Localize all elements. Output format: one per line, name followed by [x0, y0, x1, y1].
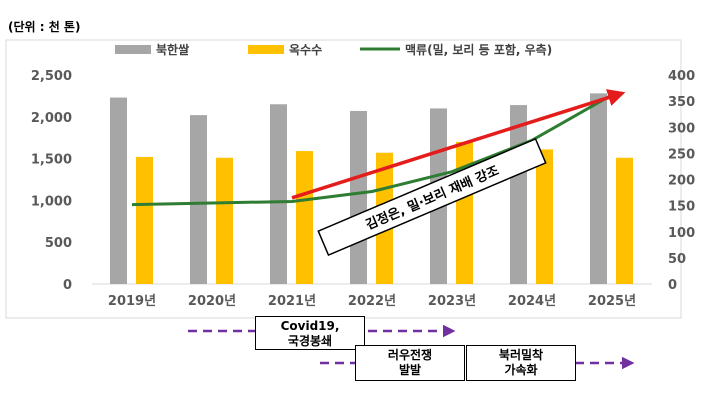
bar-rice: [110, 97, 127, 285]
y-left-tick-label: 2,000: [31, 111, 72, 126]
x-tick-label: 2021년: [268, 294, 316, 309]
y-left-axis: 0 500 1,000 1,500 2,000 2,500: [31, 69, 72, 293]
y-right-tick-label: 300: [668, 121, 695, 136]
y-right-tick-label: 0: [668, 278, 677, 293]
legend-label: 맥류(밀, 보리 등 포함, 우측): [405, 42, 552, 57]
y-right-axis: 0 50 100 150 200 250 300 350 400: [668, 69, 695, 293]
y-right-tick-label: 200: [668, 174, 695, 189]
unit-label: (단위 : 천 톤): [8, 19, 80, 34]
x-tick-label: 2019년: [108, 294, 156, 309]
x-tick-label: 2025년: [588, 294, 636, 309]
x-tick-label: 2022년: [348, 294, 396, 309]
x-tick-label: 2020년: [188, 294, 236, 309]
bars: [110, 93, 633, 285]
y-left-tick-label: 1,000: [31, 194, 72, 209]
bar-corn: [536, 149, 553, 284]
y-right-tick-label: 100: [668, 226, 695, 241]
legend-label: 북한쌀: [156, 42, 189, 57]
bar-corn: [136, 156, 153, 284]
y-right-tick-label: 400: [668, 69, 695, 84]
x-axis: 2019년 2020년 2021년 2022년 2023년 2024년 2025년: [108, 294, 636, 309]
y-left-tick-label: 0: [63, 278, 72, 293]
trend-label-frame: [317, 137, 547, 257]
x-tick-label: 2023년: [428, 294, 476, 309]
legend-swatch: [248, 45, 284, 54]
bar-rice: [510, 105, 527, 284]
bar-corn: [296, 151, 313, 284]
event-box-nk-russia: 북러밀착 가속화: [466, 345, 576, 381]
chart-frame: [5, 39, 682, 319]
event-box-covid: Covid19, 국경봉쇄: [255, 316, 365, 350]
legend-label: 옥수수: [289, 42, 322, 57]
trend-arrow-line: [291, 89, 626, 200]
y-right-tick-label: 350: [668, 95, 695, 110]
y-left-tick-label: 1,500: [31, 153, 72, 168]
y-right-tick-label: 250: [668, 147, 695, 162]
y-left-tick-label: 500: [45, 236, 72, 251]
event-box-russia-ukraine: 러우전쟁 발발: [355, 345, 465, 381]
legend-swatch: [115, 45, 151, 54]
bar-rice: [270, 104, 287, 284]
bar-rice: [350, 110, 367, 284]
event-label-nkru-line1: 북러밀착: [498, 348, 544, 362]
event-label-russia-line2: 발발: [398, 363, 422, 377]
bar-rice: [590, 93, 607, 284]
trend-arrow: [291, 89, 626, 200]
y-left-tick-label: 2,500: [31, 69, 72, 84]
y-right-tick-label: 50: [668, 252, 686, 267]
y-right-tick-label: 150: [668, 200, 695, 215]
legend: 북한쌀 옥수수 맥류(밀, 보리 등 포함, 우측): [115, 42, 552, 57]
event-label-russia-line1: 러우전쟁: [387, 348, 433, 362]
event-label-covid-line2: 국경봉쇄: [287, 334, 333, 348]
event-label-covid-line1: Covid19,: [280, 319, 340, 333]
bar-corn: [616, 157, 633, 284]
x-tick-label: 2024년: [508, 294, 556, 309]
bar-rice: [190, 115, 207, 285]
bar-corn: [216, 157, 233, 284]
event-label-nkru-line2: 가속화: [504, 363, 538, 377]
